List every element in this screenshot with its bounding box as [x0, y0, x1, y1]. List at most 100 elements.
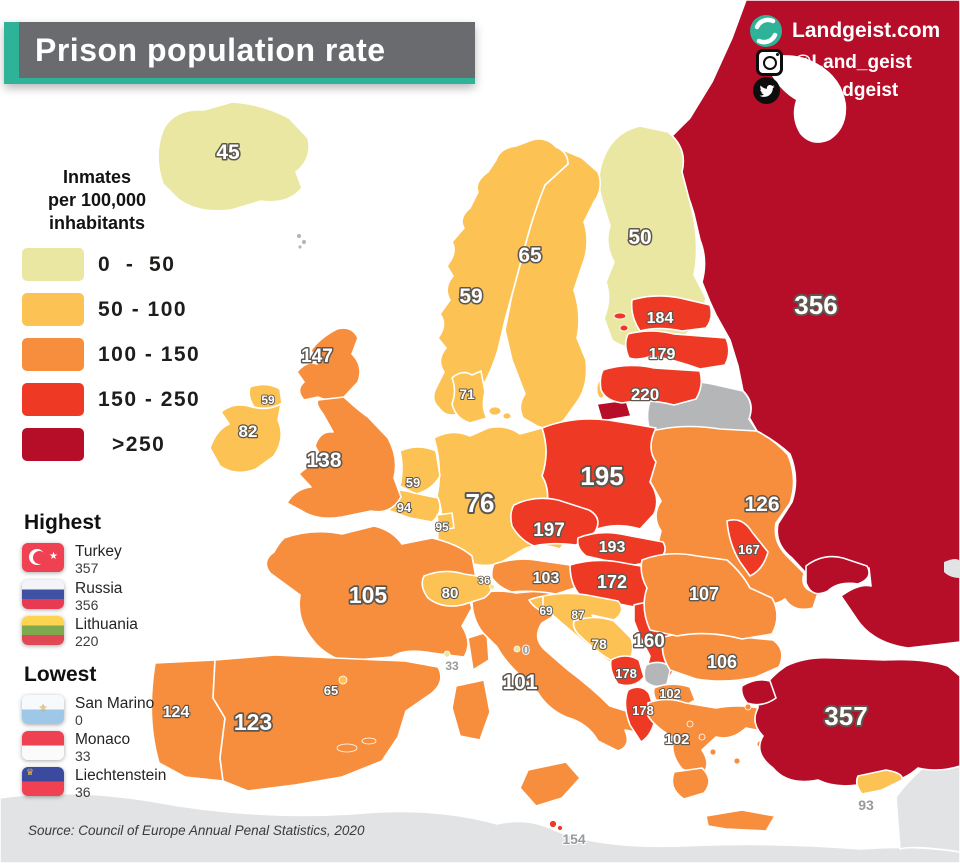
country-luxembourg [436, 512, 455, 531]
value-label-serbia: 160 [633, 631, 665, 652]
legend: 0 - 50 50 - 100 100 - 150 150 - 250 >250 [22, 248, 200, 473]
value-label-czechia: 197 [533, 520, 565, 541]
legend-item: 150 - 250 [22, 383, 200, 416]
value-label-england-and-wales: 138 [306, 449, 341, 472]
country-name: San Marino [75, 695, 155, 712]
legend-range-label: 0 - 50 [98, 252, 176, 276]
turkey-flag: ★ [22, 543, 64, 572]
country-name: Liechtenstein [75, 767, 167, 784]
value-label-san-marino: 0 [523, 643, 530, 657]
value-label-turkey: 357 [824, 701, 867, 731]
country-denmark [451, 370, 512, 424]
countries-layer [150, 0, 960, 832]
legend-item: 0 - 50 [22, 248, 200, 281]
value-label-north-macedonia: 102 [659, 686, 681, 701]
country-name: Lithuania [75, 616, 138, 633]
country-monaco [443, 650, 451, 658]
branding-twitter: @Landgeist [753, 77, 898, 104]
country-czechia [510, 497, 599, 547]
legend-item: >250 [22, 428, 200, 461]
country-iceland [157, 101, 310, 212]
value-label-iceland: 45 [216, 141, 240, 164]
lowest-entry-san-marino: ⚜ San Marino 0 [22, 695, 154, 729]
highest-entry-lithuania: Lithuania 220 [22, 616, 138, 650]
country-spain [212, 654, 442, 792]
branding-instagram: @Land_geist [756, 49, 912, 76]
country-scotland [296, 327, 361, 401]
country-cyprus [855, 769, 903, 795]
country-name: Monaco [75, 731, 131, 748]
country-estonia [613, 295, 713, 332]
sea-overlays [763, 55, 960, 578]
country-value: 0 [75, 712, 83, 728]
globe-icon [750, 15, 782, 47]
country-england-and-wales [286, 396, 402, 519]
country-moldova [726, 519, 769, 577]
page-title: Prison population rate [35, 31, 386, 68]
star-icon: ★ [49, 551, 58, 562]
value-label-italy: 101 [502, 671, 537, 694]
legend-title: Inmates per 100,000 inhabitants [47, 167, 147, 233]
value-label-ukraine: 126 [744, 493, 779, 516]
country-value: 33 [75, 748, 91, 764]
legend-range-label: >250 [112, 432, 166, 456]
value-label-liechtenstein: 36 [478, 575, 490, 587]
value-label-latvia: 179 [649, 346, 676, 363]
country-russia [596, 0, 960, 649]
country-name: Turkey [75, 543, 122, 560]
country-norway [432, 138, 569, 416]
value-label-cyprus: 93 [858, 797, 874, 813]
value-label-hungary: 172 [597, 572, 627, 592]
crown-icon: ♛ [26, 767, 35, 777]
value-label-sweden: 65 [518, 244, 542, 267]
country-france [265, 525, 490, 671]
country-liechtenstein [489, 584, 495, 590]
legend-range-label: 150 - 250 [98, 387, 201, 411]
legend-range-label: 100 - 150 [98, 342, 201, 366]
value-label-croatia: 87 [571, 608, 585, 622]
legend-swatch-band4 [22, 383, 84, 416]
twitter-handle: @Landgeist [790, 79, 899, 101]
lowest-heading: Lowest [24, 663, 97, 686]
value-label-poland: 195 [580, 461, 623, 491]
value-label-portugal: 124 [163, 704, 190, 721]
value-labels-layer: 126 356 50 65 59 45 71 184 179 220 195 76 59 94 95 147 1… [161, 139, 875, 848]
country-value: 220 [75, 633, 99, 649]
highest-entry-turkey: ★ Turkey 357 [22, 543, 122, 577]
monaco-flag [22, 731, 64, 760]
instagram-icon [756, 49, 783, 76]
russia-flag [22, 580, 64, 609]
san-marino-flag: ⚜ [22, 695, 64, 724]
legend-swatch-band5 [22, 428, 84, 461]
source-note: Source: Council of Europe Annual Penal S… [28, 823, 365, 838]
country-name: Russia [75, 580, 123, 597]
title-banner: Prison population rate [4, 22, 475, 84]
value-label-malta: 154 [562, 831, 586, 847]
value-label-finland: 50 [628, 226, 651, 249]
value-label-greece: 102 [664, 731, 689, 748]
country-faroe-islands [296, 233, 307, 250]
legend-swatch-band1 [22, 248, 84, 281]
value-label-bulgaria: 106 [707, 652, 737, 672]
instagram-handle: @Land_geist [793, 51, 912, 73]
value-label-switzerland: 80 [442, 585, 459, 602]
twitter-icon [753, 77, 780, 104]
country-switzerland [421, 570, 493, 607]
value-label-slovenia: 69 [539, 604, 553, 618]
country-ukraine [641, 425, 819, 611]
value-label-france: 105 [349, 582, 388, 608]
legend-swatch-band3 [22, 338, 84, 371]
value-label-bosnia-and-herzegovina: 78 [591, 636, 607, 652]
value-label-spain: 123 [234, 709, 272, 735]
highest-entry-russia: Russia 356 [22, 580, 122, 614]
value-label-estonia: 184 [647, 310, 674, 327]
value-label-slovakia: 193 [599, 539, 626, 556]
legend-item: 50 - 100 [22, 293, 200, 326]
value-label-netherlands: 59 [406, 475, 420, 490]
country-malta [549, 820, 563, 831]
value-label-luxembourg: 95 [435, 520, 449, 534]
lithuania-flag [22, 616, 64, 645]
country-latvia [624, 330, 730, 370]
value-label-montenegro: 178 [615, 666, 637, 681]
liechtenstein-flag: ♛ [22, 767, 64, 796]
